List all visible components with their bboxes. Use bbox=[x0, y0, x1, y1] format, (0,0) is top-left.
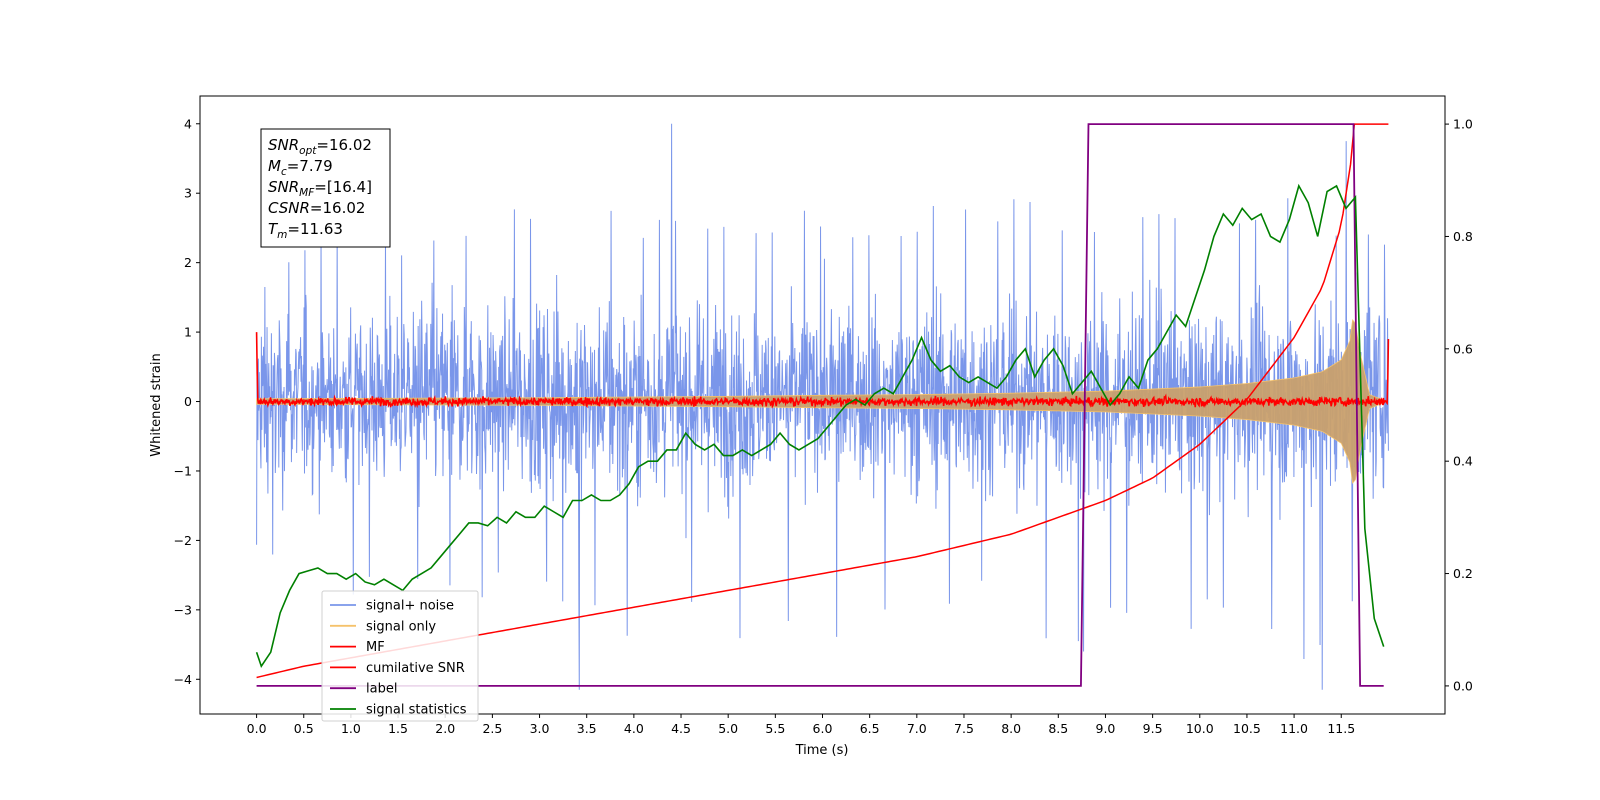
annotation-line: SNRMF=[16.4] bbox=[268, 178, 372, 199]
x-tick-label: 3.5 bbox=[577, 721, 597, 736]
y2-tick-label: 0.0 bbox=[1453, 678, 1473, 693]
x-tick-label: 0.5 bbox=[294, 721, 314, 736]
y-tick-label: −2 bbox=[174, 533, 192, 548]
y2-tick-label: 0.6 bbox=[1453, 341, 1473, 356]
series-label bbox=[256, 123, 1384, 687]
y-tick-label: 3 bbox=[184, 186, 192, 201]
series-signal-statistics bbox=[255, 183, 1385, 669]
y2-tick-label: 0.8 bbox=[1453, 229, 1473, 244]
x-tick-label: 7.5 bbox=[954, 721, 974, 736]
y2-tick-label: 1.0 bbox=[1453, 117, 1473, 132]
x-tick-label: 1.0 bbox=[341, 721, 361, 736]
y-axis-title: Whitened strain bbox=[149, 353, 164, 456]
legend: signal+ noise signal only MF cumilative SNR… bbox=[321, 590, 479, 722]
series-mf bbox=[255, 332, 1390, 409]
legend-label: cumilative SNR bbox=[366, 661, 465, 676]
legend-label: signal statistics bbox=[366, 703, 467, 718]
x-axis-title: Time (s) bbox=[795, 743, 849, 758]
x-tick-label: 9.5 bbox=[1143, 721, 1163, 736]
x-tick-label: 10.5 bbox=[1233, 721, 1261, 736]
x-tick-label: 7.0 bbox=[907, 721, 927, 736]
x-tick-label: 11.0 bbox=[1280, 721, 1308, 736]
y2-tick-label: 0.2 bbox=[1453, 566, 1473, 581]
x-tick-label: 4.5 bbox=[671, 721, 691, 736]
annotation-line: Mc=7.79 bbox=[268, 157, 333, 178]
y2-tick-label: 0.4 bbox=[1453, 454, 1473, 469]
x-tick-label: 2.5 bbox=[482, 721, 502, 736]
x-tick-label: 10.0 bbox=[1186, 721, 1214, 736]
x-tick-label: 3.0 bbox=[530, 721, 550, 736]
y-tick-label: −4 bbox=[174, 672, 192, 687]
legend-label: signal+ noise bbox=[366, 599, 454, 614]
x-tick-label: 8.5 bbox=[1048, 721, 1068, 736]
y-tick-label: −1 bbox=[174, 463, 192, 478]
x-tick-label: 6.0 bbox=[813, 721, 833, 736]
y-tick-label: 0 bbox=[184, 394, 192, 409]
legend-label: label bbox=[366, 682, 397, 697]
y-tick-label: 4 bbox=[184, 116, 192, 131]
x-tick-label: 8.0 bbox=[1001, 721, 1021, 736]
x-tick-label: 4.0 bbox=[624, 721, 644, 736]
x-tick-label: 1.5 bbox=[388, 721, 408, 736]
y-tick-label: 2 bbox=[184, 255, 192, 270]
annotation-box: SNRopt=16.02Mc=7.79SNRMF=[16.4]CSNR=16.0… bbox=[260, 128, 391, 248]
x-tick-label: 9.0 bbox=[1096, 721, 1116, 736]
legend-label: MF bbox=[366, 640, 385, 655]
annotation-line: Tm=11.63 bbox=[268, 220, 343, 241]
x-tick-label: 6.5 bbox=[860, 721, 880, 736]
x-tick-label: 5.0 bbox=[718, 721, 738, 736]
y-tick-label: −3 bbox=[174, 602, 192, 617]
annotation-line: SNRopt=16.02 bbox=[268, 136, 372, 157]
x-tick-label: 5.5 bbox=[765, 721, 785, 736]
x-tick-label: 2.0 bbox=[435, 721, 455, 736]
y-tick-label: 1 bbox=[184, 325, 192, 340]
legend-label: signal only bbox=[366, 619, 436, 634]
x-tick-label: 0.0 bbox=[247, 721, 267, 736]
x-tick-label: 11.5 bbox=[1327, 721, 1355, 736]
annotation-line: CSNR=16.02 bbox=[268, 199, 365, 217]
